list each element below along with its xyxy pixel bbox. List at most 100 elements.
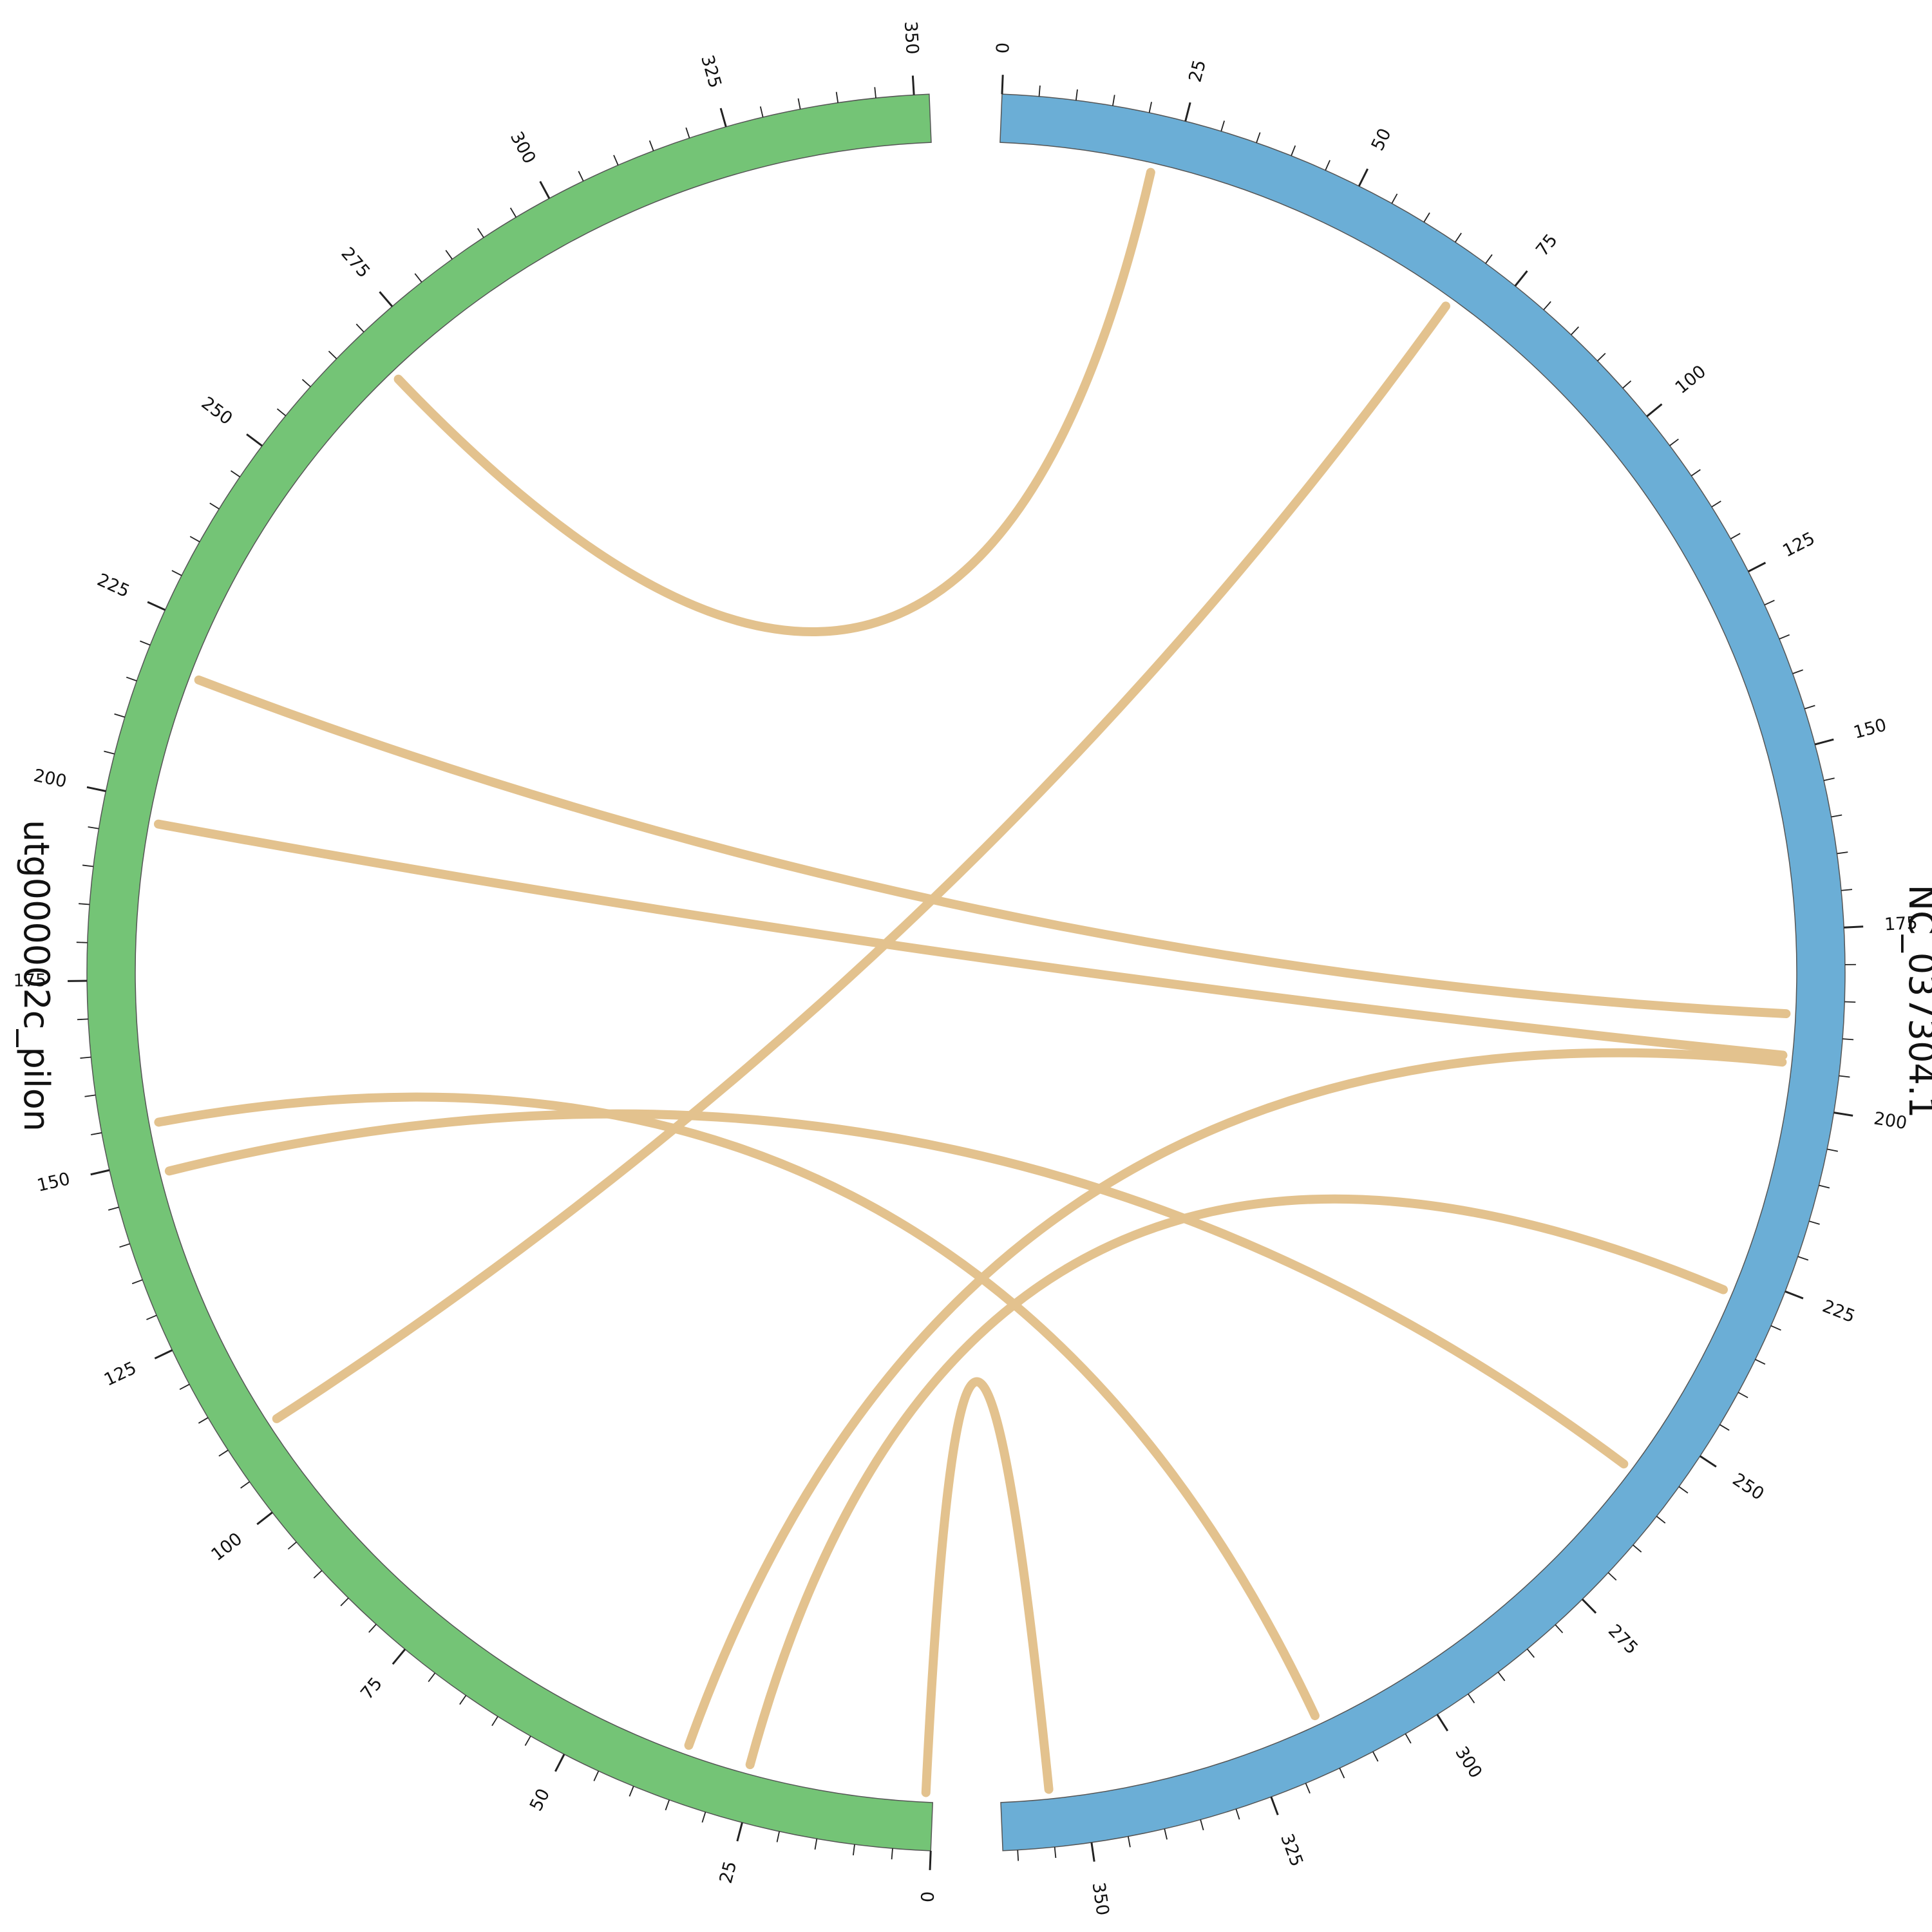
tick-label-asm: 75 — [357, 1674, 386, 1703]
minor-tick-ref — [1148, 102, 1152, 113]
major-tick-asm — [539, 180, 551, 199]
minor-tick-ref — [1764, 600, 1775, 606]
minor-tick-asm — [613, 155, 619, 166]
tick-label-asm: 150 — [35, 1169, 72, 1196]
minor-tick-ref — [1844, 1001, 1856, 1003]
minor-tick-ref — [1678, 1486, 1689, 1494]
minor-tick-asm — [171, 570, 182, 576]
minor-tick-asm — [276, 408, 287, 417]
minor-tick-ref — [1792, 669, 1803, 674]
minor-tick-ref — [1543, 301, 1551, 310]
minor-tick-ref — [1454, 232, 1462, 243]
ref-sequence-label: NC_037304.1 — [1901, 885, 1932, 1119]
minor-tick-ref — [1779, 634, 1790, 639]
segment-asm — [86, 93, 934, 1852]
tick-label-asm: 250 — [198, 393, 236, 429]
minor-tick-asm — [76, 942, 88, 943]
minor-tick-asm — [91, 1132, 102, 1135]
minor-tick-asm — [509, 207, 517, 218]
chord-link — [153, 819, 1788, 1060]
minor-tick-asm — [428, 1672, 436, 1682]
major-tick-asm — [736, 1822, 743, 1842]
minor-tick-ref — [1372, 1751, 1379, 1762]
minor-tick-ref — [1607, 1572, 1617, 1581]
minor-tick-ref — [1804, 705, 1815, 710]
minor-tick-ref — [1669, 439, 1679, 446]
major-tick-ref — [1700, 1455, 1717, 1468]
minor-tick-ref — [1220, 120, 1225, 132]
minor-tick-ref — [1831, 814, 1842, 818]
minor-tick-ref — [1841, 889, 1853, 891]
minor-tick-ref — [1075, 89, 1078, 100]
minor-tick-ref — [1305, 1783, 1311, 1794]
minor-tick-asm — [80, 1056, 91, 1059]
major-tick-ref — [1844, 925, 1864, 929]
minor-tick-ref — [1423, 212, 1430, 223]
tick-label-asm: 175 — [13, 971, 46, 990]
minor-tick-ref — [1339, 1768, 1345, 1779]
minor-tick-ref — [1596, 352, 1606, 362]
minor-tick-asm — [218, 1450, 229, 1457]
minor-tick-asm — [759, 106, 764, 118]
tick-label-ref: 50 — [1368, 126, 1396, 155]
minor-tick-ref — [1839, 1075, 1850, 1078]
tick-label-ref: 25 — [1185, 58, 1210, 84]
tick-label-ref: 275 — [1604, 1621, 1642, 1658]
minor-tick-ref — [1200, 1819, 1204, 1831]
major-tick-ref — [1358, 168, 1369, 187]
minor-tick-ref — [1711, 500, 1721, 507]
minor-tick-ref — [1622, 380, 1632, 389]
major-tick-asm — [256, 1511, 273, 1526]
minor-tick-ref — [1467, 1693, 1475, 1703]
minor-tick-ref — [1112, 95, 1115, 106]
segment-ref — [999, 93, 1846, 1852]
minor-tick-asm — [131, 1279, 143, 1285]
chord-link — [921, 1377, 1054, 1797]
minor-tick-asm — [340, 1597, 349, 1607]
minor-tick-ref — [1797, 1256, 1809, 1261]
minor-tick-asm — [355, 323, 365, 333]
minor-tick-ref — [1291, 145, 1296, 156]
minor-tick-ref — [1054, 1846, 1057, 1859]
tick-label-asm: 0 — [918, 1891, 939, 1902]
major-tick-ref — [1646, 403, 1663, 417]
tick-label-asm: 50 — [526, 1786, 554, 1815]
minor-tick-asm — [146, 1314, 157, 1320]
minor-tick-ref — [1325, 160, 1331, 171]
minor-tick-asm — [814, 1839, 818, 1850]
tick-label-ref: 325 — [1276, 1831, 1307, 1869]
ticks-layer: 0255075100125150175200225250275300325350… — [13, 21, 1918, 1917]
minor-tick-ref — [1656, 1515, 1666, 1524]
minor-tick-asm — [578, 171, 584, 182]
tick-label-asm: 125 — [101, 1358, 140, 1390]
major-tick-ref — [1270, 1796, 1279, 1815]
minor-tick-ref — [1837, 851, 1848, 855]
tick-label-ref: 225 — [1819, 1296, 1857, 1327]
minor-tick-asm — [665, 1799, 670, 1811]
minor-tick-asm — [477, 228, 484, 238]
minor-tick-ref — [1755, 1359, 1766, 1365]
chord-link — [745, 1194, 1728, 1770]
minor-tick-ref — [1235, 1808, 1240, 1820]
minor-tick-asm — [685, 127, 690, 138]
minor-tick-asm — [414, 273, 422, 283]
minor-tick-ref — [1730, 533, 1741, 540]
minor-tick-ref — [1823, 777, 1835, 781]
chord-link — [272, 301, 1450, 1423]
tick-label-ref: 0 — [993, 42, 1014, 53]
major-tick-asm — [86, 786, 106, 792]
minor-tick-asm — [852, 1844, 855, 1855]
minor-tick-asm — [491, 1716, 498, 1727]
minor-tick-asm — [114, 713, 126, 718]
minor-tick-asm — [301, 379, 311, 388]
tick-label-ref: 150 — [1852, 715, 1889, 743]
minor-tick-asm — [835, 91, 839, 103]
minor-tick-ref — [1719, 1424, 1730, 1431]
minor-tick-ref — [1633, 1544, 1642, 1553]
minor-tick-ref — [1570, 326, 1579, 336]
minor-tick-asm — [88, 826, 99, 829]
minor-tick-asm — [328, 350, 337, 359]
major-tick-asm — [392, 1649, 406, 1665]
tick-label-asm: 200 — [32, 766, 68, 792]
chord-link — [154, 1092, 1320, 1721]
